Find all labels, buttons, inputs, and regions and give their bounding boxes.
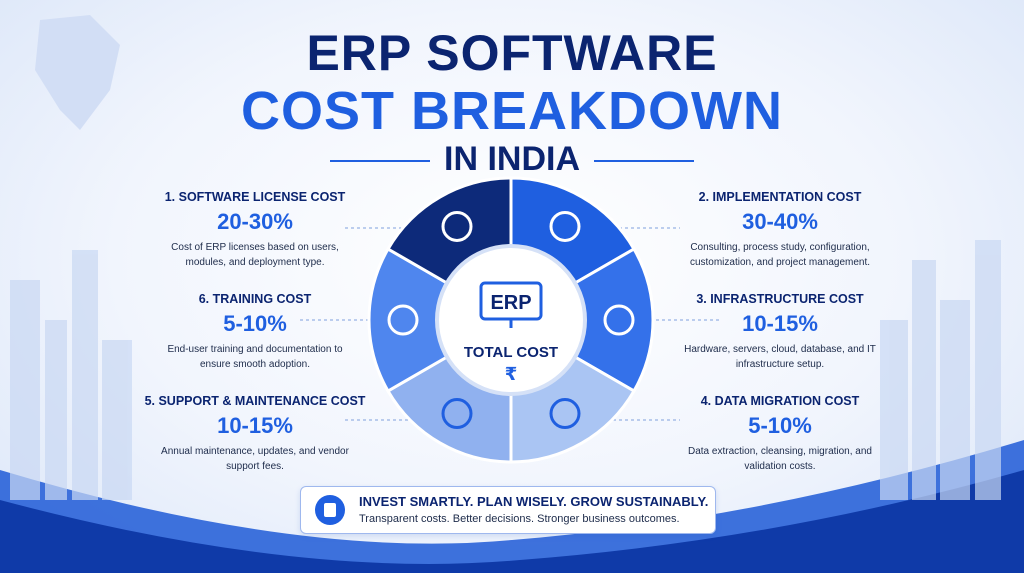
- footer-headline: INVEST SMARTLY. PLAN WISELY. GROW SUSTAI…: [359, 494, 709, 509]
- center-label: TOTAL COST: [464, 344, 558, 361]
- item-heading: 5. SUPPORT & MAINTENANCE COST: [144, 394, 366, 408]
- item-range: 30-40%: [742, 209, 818, 234]
- item-description: Annual maintenance, updates, and vendor …: [161, 446, 349, 472]
- item-heading: 2. IMPLEMENTATION COST: [698, 190, 862, 204]
- item-heading: 4. DATA MIGRATION COST: [700, 394, 860, 408]
- bottom-wave-dark: [0, 470, 1024, 573]
- segment-icon: [441, 210, 473, 242]
- segment-icon: [603, 304, 635, 336]
- cost-item: 3. INFRASTRUCTURE COST 10-15% Hardware, se…: [660, 292, 900, 372]
- cost-item: 4. DATA MIGRATION COST 5-10% Data extracti…: [660, 394, 900, 474]
- skyline: [10, 240, 1001, 500]
- item-range: 10-15%: [742, 311, 818, 336]
- item-description: Cost of ERP licenses based on users, mod…: [171, 242, 339, 268]
- footer-icon: [315, 495, 345, 525]
- map-india: [35, 15, 120, 130]
- donut: [367, 176, 655, 464]
- title-line-3: IN INDIA: [444, 140, 580, 178]
- item-range: 5-10%: [748, 413, 812, 438]
- cost-item: 1. SOFTWARE LICENSE COST 20-30% Cost of ER…: [135, 190, 375, 270]
- cost-item: 2. IMPLEMENTATION COST 30-40% Consulting, …: [660, 190, 900, 270]
- cost-item: 6. TRAINING COST 5-10% End-user training a…: [135, 292, 375, 372]
- item-heading: 1. SOFTWARE LICENSE COST: [164, 190, 346, 204]
- cost-item: 5. SUPPORT & MAINTENANCE COST 10-15% Annua…: [135, 394, 375, 474]
- item-description: Hardware, servers, cloud, database, and …: [684, 344, 876, 370]
- title-rule: [330, 160, 430, 162]
- segment-icon: [441, 398, 473, 430]
- footer-tagline: Transparent costs. Better decisions. Str…: [359, 513, 680, 525]
- segment-icon: [549, 210, 581, 242]
- title-line-1: ERP SOFTWARE: [306, 25, 718, 81]
- title-line-2: COST BREAKDOWN: [241, 81, 783, 141]
- item-range: 20-30%: [217, 209, 293, 234]
- segment-icon: [387, 304, 419, 336]
- center-logo: ERP: [490, 292, 531, 314]
- segment-icon: [549, 398, 581, 430]
- item-description: Data extraction, cleansing, migration, a…: [688, 446, 872, 472]
- item-description: End-user training and documentation to e…: [167, 344, 343, 370]
- item-description: Consulting, process study, configuration…: [689, 242, 871, 268]
- item-range: 10-15%: [217, 413, 293, 438]
- item-heading: 3. INFRASTRUCTURE COST: [696, 292, 864, 306]
- title-rule: [594, 160, 694, 162]
- footer-banner: INVEST SMARTLY. PLAN WISELY. GROW SUSTAI…: [300, 486, 716, 534]
- item-heading: 6. TRAINING COST: [198, 292, 312, 306]
- center-symbol: ₹: [505, 364, 518, 384]
- item-range: 5-10%: [223, 311, 287, 336]
